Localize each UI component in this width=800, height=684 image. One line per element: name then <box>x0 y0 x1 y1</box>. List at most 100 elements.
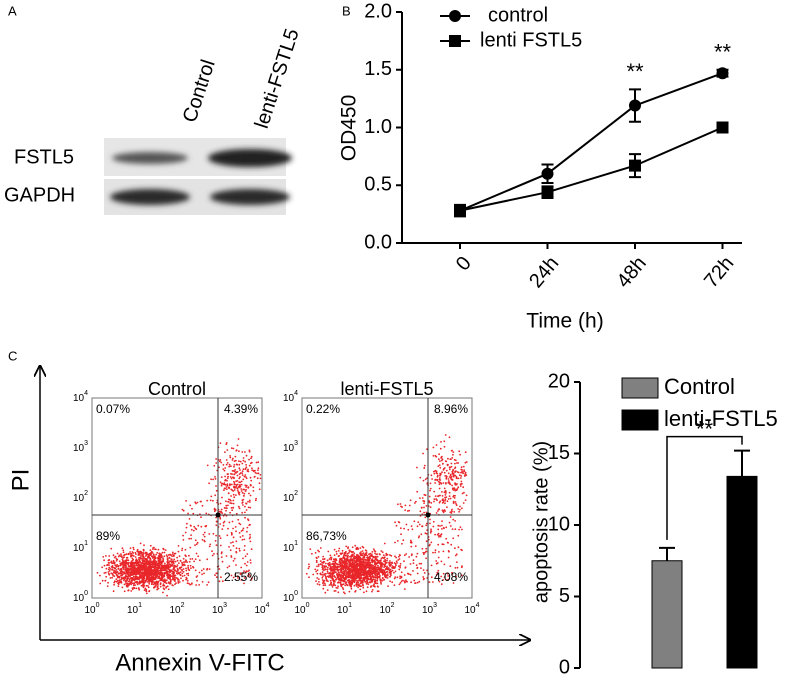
event-dot <box>438 557 440 559</box>
event-dot <box>441 561 443 563</box>
event-dot <box>351 564 353 566</box>
event-dot <box>228 466 230 468</box>
event-dot <box>316 566 318 568</box>
event-dot <box>320 547 322 549</box>
event-dot <box>197 542 199 544</box>
event-dot <box>103 559 105 561</box>
event-dot <box>350 585 352 587</box>
event-dot <box>377 565 379 567</box>
event-dot <box>462 473 464 475</box>
event-dot <box>384 543 386 545</box>
event-dot <box>114 564 116 566</box>
event-dot <box>168 573 170 575</box>
event-dot <box>200 501 202 503</box>
event-dot <box>345 554 347 556</box>
event-dot <box>244 451 246 453</box>
event-dot <box>341 552 343 554</box>
event-dot <box>243 489 245 491</box>
event-dot <box>462 486 464 488</box>
event-dot <box>230 465 232 467</box>
tick-label: 103 <box>73 440 88 454</box>
event-dot <box>250 485 252 487</box>
event-dot <box>178 551 180 553</box>
event-dot <box>441 520 443 522</box>
event-dot <box>445 460 447 462</box>
event-dot <box>308 566 310 568</box>
event-dot <box>166 571 168 573</box>
event-dot <box>193 561 195 563</box>
event-dot <box>239 532 241 534</box>
event-dot <box>230 476 232 478</box>
event-dot <box>459 506 461 508</box>
event-dot <box>405 505 407 507</box>
bar <box>652 561 682 668</box>
event-dot <box>348 552 350 554</box>
event-dot <box>152 572 154 574</box>
event-dot <box>451 457 453 459</box>
event-dot <box>403 560 405 562</box>
event-dot <box>424 572 426 574</box>
event-dot <box>206 558 208 560</box>
event-dot <box>406 581 408 583</box>
event-dot <box>226 464 228 466</box>
event-dot <box>373 556 375 558</box>
event-dot <box>185 549 187 551</box>
event-dot <box>171 564 173 566</box>
event-dot <box>149 580 151 582</box>
event-dot <box>438 551 440 553</box>
event-dot <box>441 456 443 458</box>
event-dot <box>399 577 401 579</box>
event-dot <box>463 502 465 504</box>
event-dot <box>187 513 189 515</box>
event-dot <box>458 529 460 531</box>
event-dot <box>125 574 127 576</box>
quadrant-percent: 0.07% <box>96 402 130 416</box>
event-dot <box>347 580 349 582</box>
event-dot <box>465 474 467 476</box>
event-dot <box>120 568 122 570</box>
quadrant-percent: 4.39% <box>224 402 258 416</box>
event-dot <box>352 546 354 548</box>
event-dot <box>345 577 347 579</box>
event-dot <box>437 562 439 564</box>
event-dot <box>199 559 201 561</box>
event-dot <box>359 580 361 582</box>
event-dot <box>380 569 382 571</box>
event-dot <box>348 550 350 552</box>
event-dot <box>376 553 378 555</box>
event-dot <box>426 551 428 553</box>
event-dot <box>185 500 187 502</box>
event-dot <box>234 558 236 560</box>
quadrant-percent: 4.08% <box>434 570 468 584</box>
event-dot <box>354 545 356 547</box>
event-dot <box>187 580 189 582</box>
event-dot <box>177 569 179 571</box>
event-dot <box>146 558 148 560</box>
event-dot <box>220 503 222 505</box>
event-dot <box>138 589 140 591</box>
event-dot <box>187 567 189 569</box>
event-dot <box>130 547 132 549</box>
event-dot <box>382 551 384 553</box>
event-dot <box>241 499 243 501</box>
event-dot <box>410 581 412 583</box>
event-dot <box>139 581 141 583</box>
event-dot <box>105 555 107 557</box>
event-dot <box>364 562 366 564</box>
event-dot <box>457 535 459 537</box>
event-dot <box>315 571 317 573</box>
event-dot <box>439 488 441 490</box>
event-dot <box>212 500 214 502</box>
event-dot <box>458 478 460 480</box>
event-dot <box>336 568 338 570</box>
event-dot <box>341 578 343 580</box>
event-dot <box>234 482 236 484</box>
event-dot <box>437 525 439 527</box>
event-dot <box>429 544 431 546</box>
event-dot <box>452 519 454 521</box>
event-dot <box>399 554 401 556</box>
lane-label: Control <box>179 57 220 125</box>
event-dot <box>255 500 257 502</box>
event-dot <box>251 456 253 458</box>
event-dot <box>353 552 355 554</box>
